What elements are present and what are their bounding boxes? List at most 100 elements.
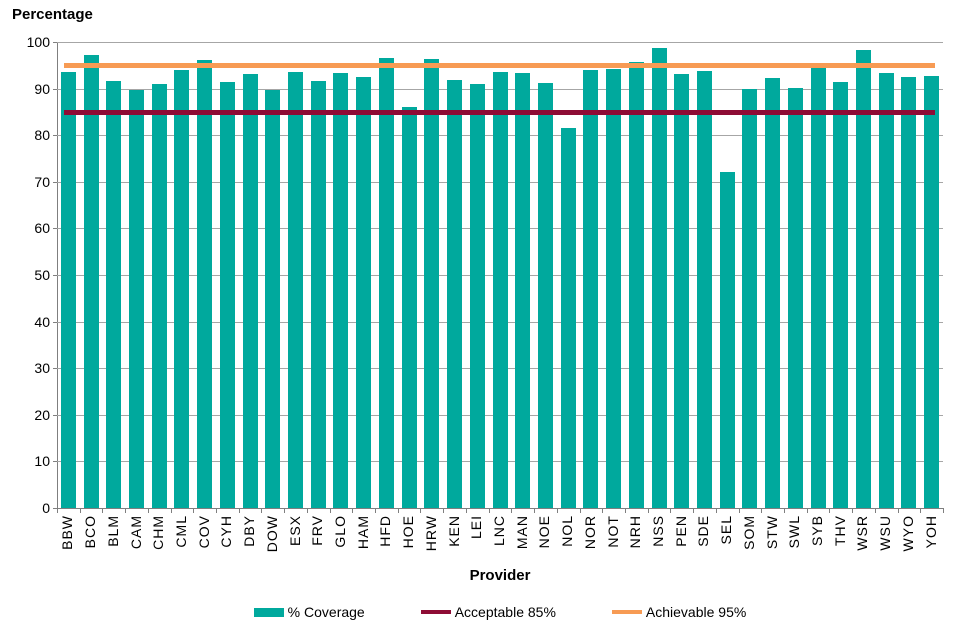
bar-SOM: [742, 88, 758, 508]
x-label-LEI: LEI: [468, 515, 485, 540]
x-label-NOL: NOL: [559, 515, 576, 547]
x-tick-21: [534, 509, 535, 513]
legend-item-acceptable: Acceptable 85%: [420, 604, 556, 620]
bar-NOR: [583, 69, 599, 508]
x-label-HOE: HOE: [400, 515, 417, 549]
x-label-SYB: SYB: [809, 515, 826, 547]
x-label-WSR: WSR: [854, 515, 871, 551]
x-label-FRV: FRV: [309, 515, 326, 546]
x-label-THV: THV: [831, 515, 848, 546]
x-tick-10: [284, 509, 285, 513]
x-label-CHM: CHM: [150, 515, 167, 550]
x-label-DBY: DBY: [241, 515, 258, 547]
x-tick-11: [307, 509, 308, 513]
y-tick-20: [53, 415, 57, 416]
x-tick-17: [443, 509, 444, 513]
y-tick-0: [53, 508, 57, 509]
bar-BCO: [83, 54, 99, 508]
x-tick-4: [148, 509, 149, 513]
y-tick-label-30: 30: [34, 360, 50, 376]
x-tick-13: [352, 509, 353, 513]
x-label-NRH: NRH: [627, 515, 644, 549]
x-tick-30: [739, 509, 740, 513]
x-label-DOW: DOW: [263, 515, 280, 553]
x-tick-2: [102, 509, 103, 513]
y-tick-label-0: 0: [42, 500, 50, 516]
x-label-MAN: MAN: [513, 515, 530, 550]
x-tick-22: [557, 509, 558, 513]
x-tick-3: [125, 509, 126, 513]
y-tick-90: [53, 89, 57, 90]
x-tick-29: [716, 509, 717, 513]
y-tick-30: [53, 368, 57, 369]
bar-FRV: [310, 80, 326, 508]
x-label-NSS: NSS: [650, 515, 667, 547]
x-tick-7: [216, 509, 217, 513]
legend-item-achievable: Achievable 95%: [611, 604, 746, 620]
x-tick-16: [420, 509, 421, 513]
x-tick-5: [171, 509, 172, 513]
x-label-SDE: SDE: [695, 515, 712, 547]
gridline-100: [57, 42, 943, 43]
bar-CAM: [129, 90, 144, 508]
bar-WSU: [878, 72, 894, 508]
bar-NSS: [651, 47, 667, 508]
x-tick-38: [920, 509, 921, 513]
x-label-BBW: BBW: [59, 515, 76, 550]
bar-HAM: [356, 77, 372, 508]
x-tick-19: [489, 509, 490, 513]
x-tick-8: [239, 509, 240, 513]
x-tick-0: [57, 509, 58, 513]
y-axis-title: Percentage: [12, 6, 93, 23]
y-tick-70: [53, 182, 57, 183]
bar-HFD: [378, 57, 394, 508]
bar-NOE: [537, 82, 553, 508]
bar-NRH: [628, 62, 644, 508]
x-label-HAM: HAM: [354, 515, 371, 550]
plot-area: [57, 42, 943, 508]
y-tick-label-70: 70: [34, 174, 50, 190]
bar-MAN: [515, 72, 531, 508]
x-label-KEN: KEN: [445, 515, 462, 547]
bar-LNC: [492, 72, 508, 508]
bar-DBY: [242, 73, 258, 508]
bar-ESX: [288, 72, 304, 508]
x-label-STW: STW: [763, 515, 780, 550]
x-tick-25: [625, 509, 626, 513]
bar-THV: [833, 81, 849, 508]
x-label-CYH: CYH: [218, 515, 235, 548]
bar-LEI: [469, 84, 485, 508]
x-tick-24: [602, 509, 603, 513]
bar-NOT: [606, 68, 622, 508]
refline-95: [64, 63, 935, 68]
refline-85: [64, 110, 935, 115]
y-tick-50: [53, 275, 57, 276]
y-tick-label-80: 80: [34, 127, 50, 143]
bar-SDE: [696, 71, 712, 508]
y-tick-60: [53, 228, 57, 229]
x-label-CAM: CAM: [127, 515, 144, 550]
bar-NOL: [560, 128, 576, 508]
bar-SWL: [787, 87, 803, 508]
x-tick-9: [261, 509, 262, 513]
legend-label-acceptable: Acceptable 85%: [454, 604, 556, 620]
y-tick-40: [53, 322, 57, 323]
x-tick-32: [784, 509, 785, 513]
y-tick-label-60: 60: [34, 220, 50, 236]
bar-WSR: [855, 49, 871, 508]
y-tick-label-20: 20: [34, 407, 50, 423]
x-tick-27: [670, 509, 671, 513]
x-label-BCO: BCO: [82, 515, 99, 549]
x-tick-20: [511, 509, 512, 513]
bar-KEN: [447, 80, 463, 508]
x-tick-1: [80, 509, 81, 513]
x-label-SEL: SEL: [718, 515, 735, 545]
bar-CML: [174, 69, 190, 508]
bar-COV: [197, 59, 213, 508]
x-label-WSU: WSU: [877, 515, 894, 551]
x-label-CML: CML: [172, 515, 189, 548]
bar-STW: [765, 78, 781, 508]
y-tick-100: [53, 42, 57, 43]
x-tick-14: [375, 509, 376, 513]
bar-HRW: [424, 59, 440, 508]
